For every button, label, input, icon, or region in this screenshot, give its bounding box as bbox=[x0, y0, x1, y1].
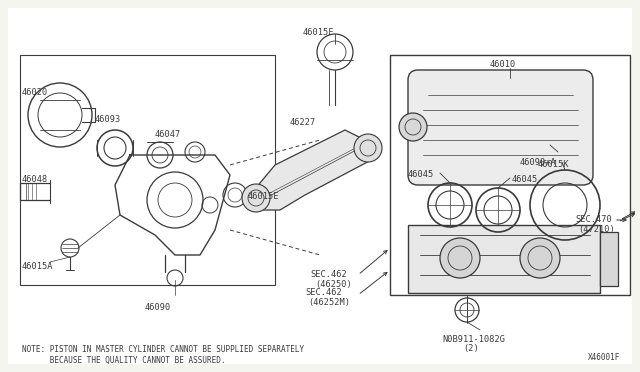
Text: SEC.462: SEC.462 bbox=[310, 270, 347, 279]
Circle shape bbox=[440, 238, 480, 278]
Text: SEC.470: SEC.470 bbox=[575, 215, 612, 224]
Text: 46093: 46093 bbox=[95, 115, 121, 124]
Polygon shape bbox=[250, 130, 375, 210]
Text: (46252M): (46252M) bbox=[308, 298, 350, 307]
FancyBboxPatch shape bbox=[408, 70, 593, 185]
Circle shape bbox=[242, 184, 270, 212]
Text: 46090+A: 46090+A bbox=[520, 158, 557, 167]
Text: 46015K: 46015K bbox=[538, 160, 570, 169]
Text: 46020: 46020 bbox=[22, 88, 48, 97]
Circle shape bbox=[354, 134, 382, 162]
Text: 46047: 46047 bbox=[155, 130, 181, 139]
Text: (47210): (47210) bbox=[578, 225, 615, 234]
Text: N0B911-1082G: N0B911-1082G bbox=[442, 335, 505, 344]
Text: X46001F: X46001F bbox=[588, 353, 620, 362]
Text: 46045: 46045 bbox=[408, 170, 435, 179]
Text: 46227: 46227 bbox=[290, 118, 316, 127]
Text: 46010: 46010 bbox=[490, 60, 516, 69]
Text: SEC.462: SEC.462 bbox=[305, 288, 342, 297]
Bar bbox=[600, 232, 618, 286]
Circle shape bbox=[520, 238, 560, 278]
Text: NOTE: PISTON IN MASTER CYLINDER CANNOT BE SUPPLIED SEPARATELY: NOTE: PISTON IN MASTER CYLINDER CANNOT B… bbox=[22, 345, 304, 354]
Text: (46250): (46250) bbox=[315, 280, 352, 289]
Text: 46045: 46045 bbox=[512, 175, 538, 184]
Bar bbox=[408, 225, 600, 293]
Bar bbox=[20, 55, 275, 285]
Text: 46015F: 46015F bbox=[303, 28, 335, 37]
Circle shape bbox=[399, 113, 427, 141]
Text: 46090: 46090 bbox=[145, 303, 172, 312]
Text: 46015A: 46015A bbox=[22, 262, 54, 271]
Text: (2): (2) bbox=[463, 344, 479, 353]
Text: 46048: 46048 bbox=[22, 175, 48, 184]
Text: BECAUSE THE QUALITY CANNOT BE ASSURED.: BECAUSE THE QUALITY CANNOT BE ASSURED. bbox=[22, 356, 225, 365]
Text: 46015E: 46015E bbox=[248, 192, 280, 201]
Bar bbox=[390, 55, 630, 295]
